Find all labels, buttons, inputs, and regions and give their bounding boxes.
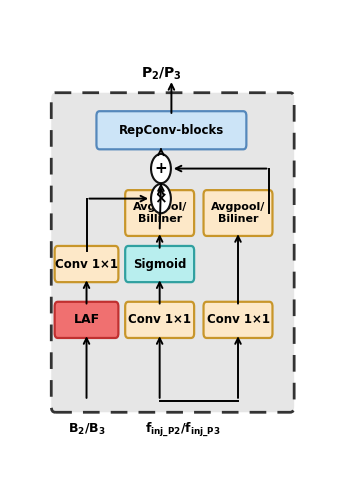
FancyBboxPatch shape — [51, 92, 294, 412]
Text: $\mathbf{f_{inj\_P2}/f_{inj\_P3}}$: $\mathbf{f_{inj\_P2}/f_{inj\_P3}}$ — [145, 420, 221, 438]
Text: Conv 1×1: Conv 1×1 — [55, 258, 118, 270]
Text: Conv 1×1: Conv 1×1 — [207, 314, 270, 326]
Text: +: + — [155, 161, 167, 176]
FancyBboxPatch shape — [204, 190, 273, 236]
Text: LAF: LAF — [73, 314, 100, 326]
FancyBboxPatch shape — [125, 190, 194, 236]
Text: RepConv-blocks: RepConv-blocks — [119, 124, 224, 137]
Text: Avgpool/
Billiner: Avgpool/ Billiner — [132, 202, 187, 224]
Circle shape — [151, 154, 171, 183]
Text: $\mathbf{P_2/P_3}$: $\mathbf{P_2/P_3}$ — [141, 66, 181, 82]
FancyBboxPatch shape — [204, 302, 273, 338]
Text: Sigmoid: Sigmoid — [133, 258, 186, 270]
FancyBboxPatch shape — [125, 302, 194, 338]
Text: Avgpool/
Biliner: Avgpool/ Biliner — [211, 202, 265, 224]
Text: Conv 1×1: Conv 1×1 — [128, 314, 191, 326]
Text: ×: × — [155, 191, 167, 206]
FancyBboxPatch shape — [55, 302, 118, 338]
FancyBboxPatch shape — [96, 111, 246, 150]
Circle shape — [151, 184, 171, 213]
FancyBboxPatch shape — [55, 246, 118, 282]
FancyBboxPatch shape — [125, 246, 194, 282]
Text: $\mathbf{B_2/B_3}$: $\mathbf{B_2/B_3}$ — [68, 422, 105, 437]
